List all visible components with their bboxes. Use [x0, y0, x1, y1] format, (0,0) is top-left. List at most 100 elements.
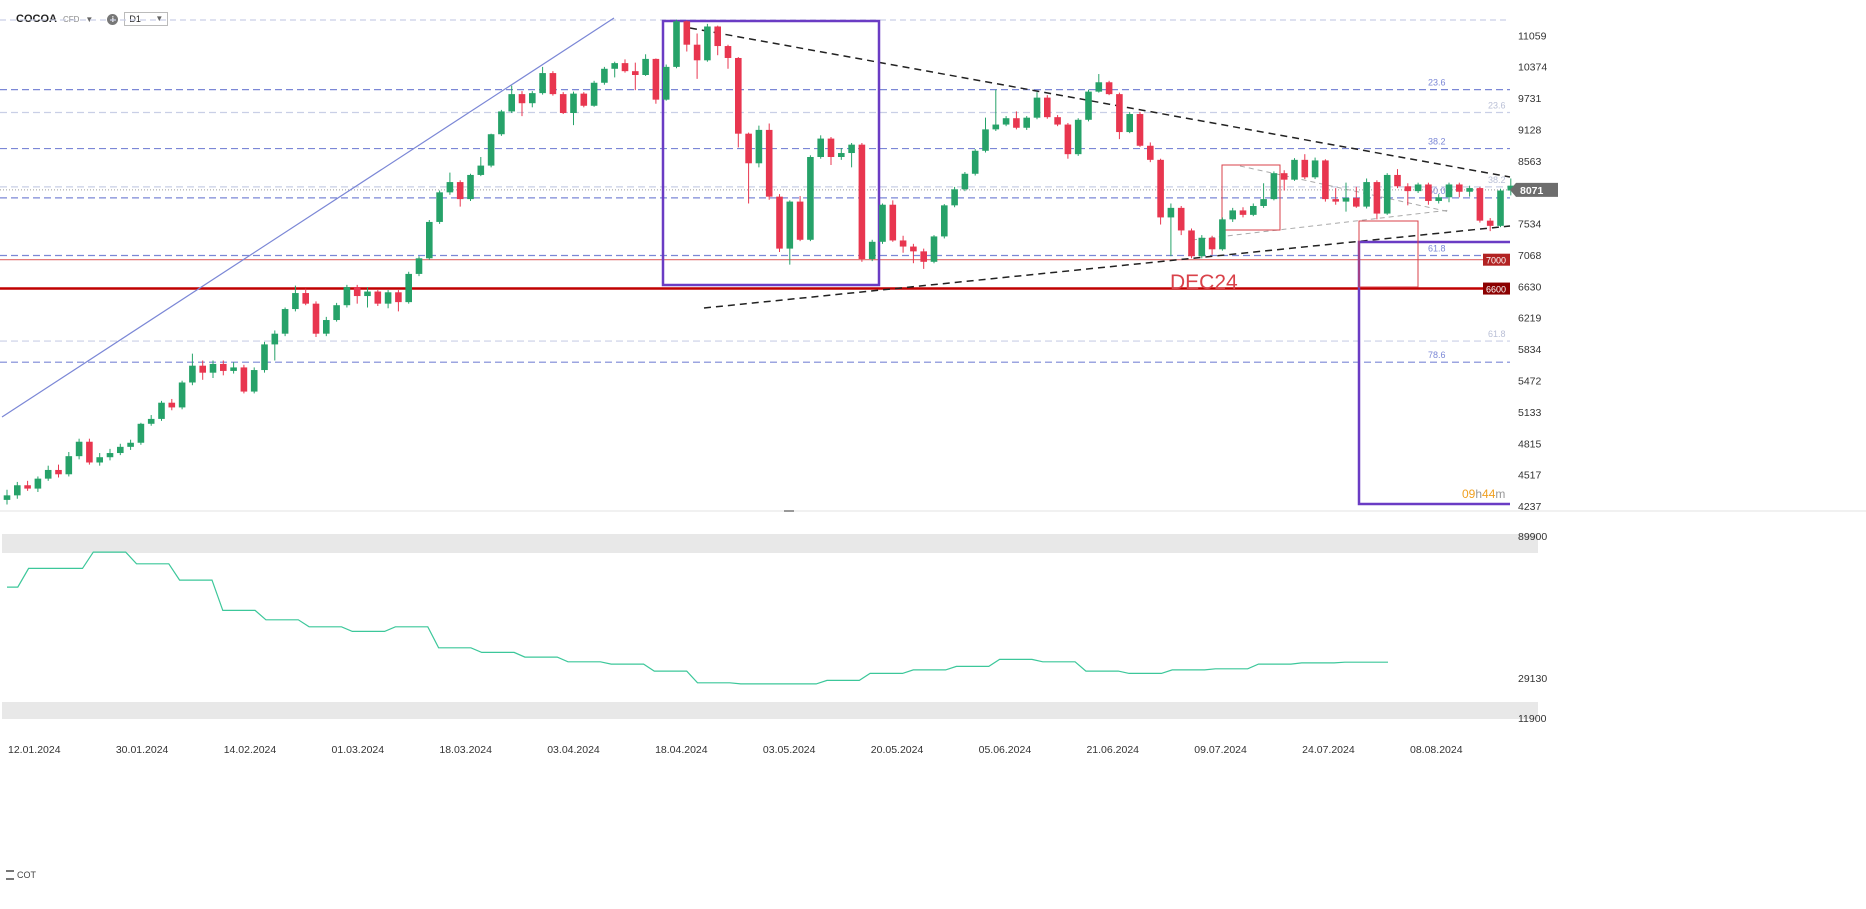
candle-body [868, 241, 876, 259]
x-tick-label: 05.06.2024 [979, 744, 1032, 756]
candle-body [1270, 173, 1278, 200]
x-tick-label: 03.04.2024 [547, 744, 600, 756]
candle-body [899, 240, 907, 247]
candle-body [910, 246, 917, 252]
candle-body [1497, 190, 1504, 226]
x-tick-label: 20.05.2024 [871, 744, 924, 756]
candle-body [817, 138, 824, 157]
candle-body [1116, 94, 1123, 133]
chevron-down-icon: ▼ [155, 14, 164, 23]
candle-body [456, 182, 464, 200]
candle-body [889, 204, 897, 241]
candle-body [776, 196, 783, 249]
candle-body [590, 82, 598, 106]
timeframe-select[interactable]: D1 ▼ [124, 12, 169, 26]
candle-body [426, 221, 433, 259]
x-tick-label: 14.02.2024 [224, 744, 277, 756]
candle-body [1033, 97, 1041, 118]
candle-body [436, 192, 443, 222]
symbol-name[interactable]: COCOA [16, 13, 57, 25]
candle-body [415, 258, 423, 274]
candle-body [281, 309, 289, 334]
candle-body [1157, 159, 1164, 218]
y-tick-label: 4517 [1518, 470, 1542, 482]
candle-body [1476, 188, 1484, 221]
y-tick-label: 9731 [1518, 93, 1542, 105]
candle-body [343, 287, 351, 306]
candle-body [735, 57, 742, 134]
y-tick-label: 8563 [1518, 156, 1542, 168]
candle-body [147, 418, 155, 424]
candle-body [827, 138, 835, 157]
candle-body [189, 365, 196, 383]
candle-body [941, 205, 948, 237]
fib-level-label: 23.6 [1428, 78, 1446, 88]
fib-level-label: 61.8 [1428, 244, 1446, 254]
y-tick-label: 6630 [1518, 281, 1542, 293]
fib-level-label: 78.6 [1428, 350, 1446, 360]
x-tick-label: 18.04.2024 [655, 744, 708, 756]
candle-body [24, 485, 31, 489]
target-box [1357, 240, 1510, 506]
cot-line [7, 551, 1388, 685]
y-tick-label: 6219 [1518, 313, 1542, 325]
candle-body [1095, 82, 1103, 92]
candle-body [353, 287, 361, 297]
candle-body [1353, 197, 1360, 207]
x-tick-label: 21.06.2024 [1086, 744, 1139, 756]
y-tick-label: 10374 [1518, 62, 1547, 74]
candle-body [1064, 124, 1072, 155]
candle-body [44, 469, 52, 479]
candle-body [724, 46, 732, 58]
candle-body [86, 441, 93, 463]
candle-body [137, 423, 145, 443]
candle-body [199, 365, 206, 373]
symbol-type: CFD [62, 14, 80, 24]
candle-body [693, 44, 701, 61]
timer-part: m [1495, 487, 1505, 501]
candle-body [1002, 118, 1010, 125]
candle-body [1219, 219, 1226, 250]
candle-body [930, 236, 938, 262]
indicator-icon [6, 870, 14, 880]
candle-body [323, 320, 330, 334]
candle-body [1147, 145, 1154, 160]
timer-part: h [1475, 487, 1482, 501]
candle-body [951, 189, 958, 206]
candle-body [1394, 174, 1401, 187]
info-icon[interactable]: i [107, 13, 119, 25]
candle-body [508, 94, 515, 112]
candle-body [971, 150, 979, 174]
fib-level-label: 61.8 [1488, 329, 1506, 339]
candle-body [755, 129, 763, 164]
candle-body [477, 165, 485, 175]
chevron-down-icon[interactable]: ▼ [85, 14, 94, 24]
candle-body [559, 94, 567, 113]
candle-body [158, 402, 165, 419]
candle-body [796, 201, 804, 240]
candle-body [487, 134, 495, 166]
candle-body [611, 63, 618, 69]
candle-body [529, 93, 536, 104]
candle-body [1342, 197, 1350, 202]
price-tag-6600-bg [1483, 282, 1510, 295]
candle-body [879, 204, 886, 242]
x-tick-label: 12.01.2024 [8, 744, 61, 756]
cot-indicator-label[interactable]: COT [6, 870, 36, 880]
candle-body [1105, 82, 1113, 95]
candle-body [1311, 160, 1319, 178]
candle-body [1322, 160, 1329, 200]
timeframe-value: D1 [129, 14, 141, 24]
uptrend-line [1, 17, 615, 418]
candle-body [405, 273, 412, 303]
candle-body [292, 293, 299, 310]
candle-body [271, 333, 279, 345]
candle-body [1373, 182, 1381, 214]
y-tick-label: 5834 [1518, 344, 1542, 356]
candle-body [127, 442, 134, 447]
candle-body [1363, 182, 1370, 207]
support-trend-line [703, 225, 1511, 309]
candle-body [683, 21, 691, 45]
candle-body [14, 485, 21, 496]
